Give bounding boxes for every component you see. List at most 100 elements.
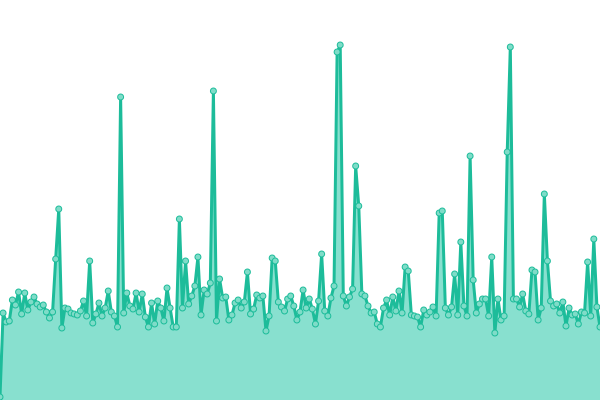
data-point: [98, 312, 106, 320]
data-point: [247, 310, 255, 318]
data-point: [414, 313, 422, 321]
data-point: [5, 317, 13, 325]
data-point: [463, 312, 471, 320]
data-point: [584, 258, 592, 266]
data-point: [525, 310, 533, 318]
data-point: [250, 305, 258, 313]
data-point: [457, 238, 465, 246]
data-point: [512, 295, 520, 303]
data-point: [596, 323, 600, 331]
data-point: [327, 294, 335, 302]
data-point: [95, 299, 103, 307]
data-point: [101, 304, 109, 312]
data-point: [83, 312, 91, 320]
data-point: [237, 304, 245, 312]
data-point: [117, 93, 125, 101]
data-point: [92, 310, 100, 318]
data-point: [197, 311, 205, 319]
data-point: [398, 309, 406, 317]
data-point: [587, 312, 595, 320]
data-point: [315, 297, 323, 305]
data-point: [488, 253, 496, 261]
data-point: [565, 304, 573, 312]
data-point: [472, 309, 480, 317]
data-point: [469, 276, 477, 284]
data-point: [287, 292, 295, 300]
data-point: [426, 308, 434, 316]
data-point: [444, 311, 452, 319]
data-point: [485, 312, 493, 320]
data-point: [80, 297, 88, 305]
data-point: [216, 275, 224, 283]
data-point: [271, 257, 279, 265]
data-point: [355, 202, 363, 210]
data-point: [562, 322, 570, 330]
data-point: [349, 285, 357, 293]
data-point: [209, 87, 217, 95]
data-point: [392, 307, 400, 315]
data-point: [503, 148, 511, 156]
data-point: [290, 302, 298, 310]
data-point: [123, 289, 131, 297]
data-point: [571, 310, 579, 318]
data-point: [39, 301, 47, 309]
data-point: [45, 314, 53, 322]
data-point: [321, 307, 329, 315]
data-point: [188, 292, 196, 300]
data-point: [240, 298, 248, 306]
data-point: [590, 235, 598, 243]
data-point: [352, 162, 360, 170]
data-point: [154, 297, 162, 305]
data-point: [18, 310, 26, 318]
data-point: [58, 324, 66, 332]
data-point: [404, 267, 412, 275]
data-point: [537, 304, 545, 312]
data-point: [222, 293, 230, 301]
data-point: [454, 311, 462, 319]
data-point: [516, 303, 524, 311]
data-point: [228, 311, 236, 319]
data-point: [491, 329, 499, 337]
data-point: [305, 295, 313, 303]
data-point: [135, 308, 143, 316]
data-point: [466, 152, 474, 160]
data-point: [311, 320, 319, 328]
data-point: [345, 293, 353, 301]
data-point: [86, 257, 94, 265]
data-point: [553, 300, 561, 308]
data-point: [262, 327, 270, 335]
data-point: [556, 309, 564, 317]
data-point: [559, 298, 567, 306]
data-point: [330, 282, 338, 290]
data-point: [144, 323, 152, 331]
data-point: [55, 205, 63, 213]
data-point: [376, 323, 384, 331]
data-point: [581, 309, 589, 317]
data-point: [308, 305, 316, 313]
data-point: [203, 290, 211, 298]
data-point: [361, 292, 369, 300]
data-point: [380, 304, 388, 312]
data-point: [389, 293, 397, 301]
data-point: [243, 268, 251, 276]
data-point: [441, 304, 449, 312]
data-point: [333, 48, 341, 56]
data-point: [0, 309, 7, 317]
data-point: [265, 312, 273, 320]
data-point: [178, 304, 186, 312]
data-point: [500, 312, 508, 320]
data-point: [543, 257, 551, 265]
data-point: [386, 311, 394, 319]
data-point: [438, 207, 446, 215]
data-point: [339, 292, 347, 300]
data-point: [448, 303, 456, 311]
data-point: [52, 255, 60, 263]
data-point: [21, 289, 29, 297]
data-point: [383, 296, 391, 304]
data-point: [206, 279, 214, 287]
data-point: [89, 319, 97, 327]
data-point: [132, 289, 140, 297]
data-point: [506, 43, 514, 51]
data-point: [432, 312, 440, 320]
data-point: [129, 305, 137, 313]
